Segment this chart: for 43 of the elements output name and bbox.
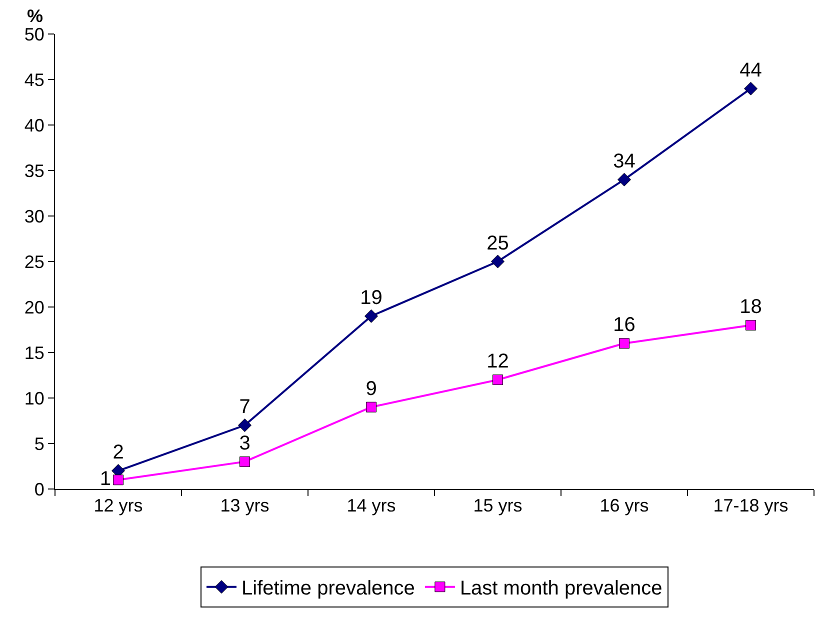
y-tick-label: 30	[24, 206, 44, 226]
y-tick-label: 35	[24, 160, 44, 181]
data-label: 2	[112, 442, 124, 464]
x-tick-label: 17-18 yrs	[713, 496, 788, 516]
y-tick-label: 25	[24, 252, 44, 272]
point	[618, 172, 631, 186]
legend-label: Last month prevalence	[460, 578, 662, 600]
y-tick-label: 45	[24, 70, 44, 90]
data-label: 12	[486, 350, 509, 373]
x-tick-label: 13 yrs	[220, 496, 270, 516]
y-tick-label: 40	[24, 115, 44, 136]
data-label: 16	[613, 314, 636, 336]
point	[744, 82, 758, 96]
point	[366, 402, 376, 412]
y-tick-label: 0	[34, 479, 44, 500]
point	[491, 254, 504, 268]
data-label: 1	[100, 468, 111, 490]
data-label: 7	[239, 396, 250, 418]
point	[619, 338, 630, 349]
y-tick-label: 50	[24, 24, 44, 44]
point	[240, 456, 250, 467]
data-label: 44	[740, 59, 762, 82]
x-tick-label: 15 yrs	[473, 496, 522, 516]
point	[746, 320, 756, 330]
legend-label: Lifetime prevalence	[242, 578, 415, 600]
point	[364, 309, 378, 323]
data-label: 9	[366, 378, 377, 400]
point	[238, 418, 252, 432]
x-tick-label: 16 yrs	[600, 496, 649, 516]
x-tick-label: 12 yrs	[94, 496, 143, 516]
point	[492, 374, 503, 386]
y-tick-label: 15	[24, 342, 44, 363]
y-tick-label: 10	[24, 388, 44, 408]
data-label: 19	[360, 286, 382, 309]
y-tick-label: 5	[34, 434, 44, 454]
y-tick-label: 20	[24, 297, 44, 318]
data-label: 3	[239, 432, 250, 454]
data-label: 34	[613, 150, 636, 172]
y-axis-title: %	[27, 6, 44, 26]
point	[113, 474, 124, 486]
x-tick-label: 14 yrs	[346, 496, 396, 516]
data-label: 18	[740, 296, 762, 318]
data-label: 25	[486, 232, 509, 254]
